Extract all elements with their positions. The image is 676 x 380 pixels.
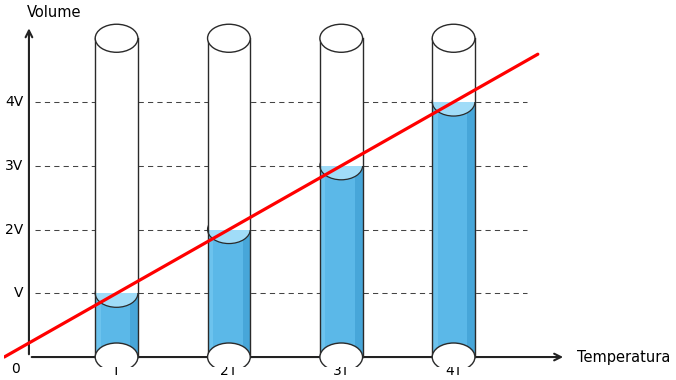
Polygon shape <box>320 38 362 166</box>
Text: T: T <box>112 364 121 378</box>
Text: 4V: 4V <box>5 95 23 109</box>
Polygon shape <box>432 38 475 102</box>
Text: 4T: 4T <box>445 364 462 378</box>
Ellipse shape <box>208 343 250 371</box>
Polygon shape <box>208 230 213 357</box>
Ellipse shape <box>320 343 362 371</box>
Ellipse shape <box>208 343 250 371</box>
Ellipse shape <box>95 24 138 52</box>
Text: 2V: 2V <box>5 223 23 236</box>
Ellipse shape <box>95 343 138 371</box>
Ellipse shape <box>320 152 362 180</box>
Ellipse shape <box>320 24 362 52</box>
Text: Volume: Volume <box>26 5 81 21</box>
Ellipse shape <box>432 24 475 52</box>
Ellipse shape <box>320 343 362 371</box>
Polygon shape <box>432 102 475 357</box>
Ellipse shape <box>432 343 475 371</box>
Polygon shape <box>432 102 437 357</box>
Polygon shape <box>95 293 138 357</box>
Polygon shape <box>355 166 362 357</box>
Ellipse shape <box>208 24 250 52</box>
Ellipse shape <box>208 215 250 244</box>
Polygon shape <box>130 293 138 357</box>
Ellipse shape <box>432 343 475 371</box>
Polygon shape <box>320 166 325 357</box>
Polygon shape <box>95 293 101 357</box>
Ellipse shape <box>432 88 475 116</box>
Text: 0: 0 <box>11 361 20 375</box>
Polygon shape <box>467 102 475 357</box>
Polygon shape <box>208 38 250 230</box>
Text: V: V <box>14 286 23 300</box>
Polygon shape <box>320 166 362 357</box>
Ellipse shape <box>95 279 138 307</box>
Text: 3V: 3V <box>5 159 23 173</box>
Text: 2T: 2T <box>220 364 237 378</box>
Polygon shape <box>243 230 250 357</box>
Ellipse shape <box>95 343 138 371</box>
Polygon shape <box>208 230 250 357</box>
Polygon shape <box>95 38 138 293</box>
Text: 3T: 3T <box>333 364 350 378</box>
Text: Temperatura: Temperatura <box>577 350 671 364</box>
